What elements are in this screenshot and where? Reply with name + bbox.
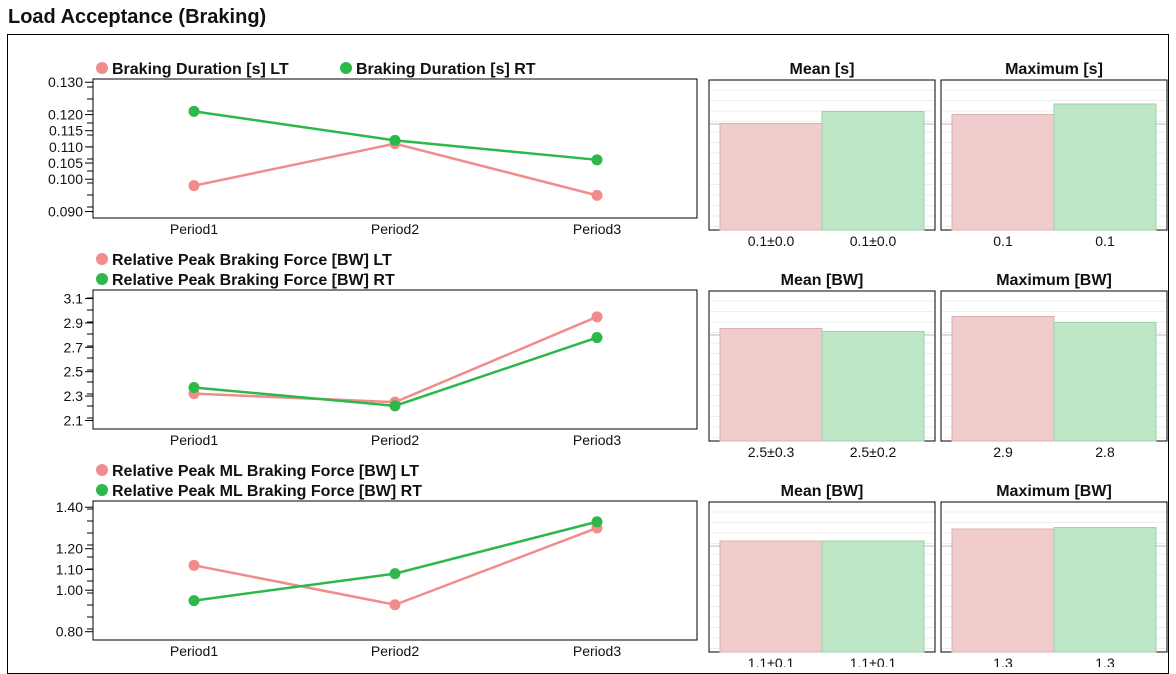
data-point-rt	[591, 516, 603, 528]
data-point-rt	[591, 154, 603, 166]
x-tick-label: Period2	[371, 432, 419, 448]
y-tick-label: 2.9	[64, 315, 84, 331]
y-tick-label: 1.40	[56, 499, 83, 515]
bar-panel-title: Maximum [BW]	[996, 272, 1112, 289]
data-point-lt	[188, 180, 200, 192]
y-tick-label: 0.100	[48, 171, 83, 187]
bar-panel-title: Maximum [BW]	[996, 483, 1112, 500]
bar-panel-title: Maximum [s]	[1005, 61, 1103, 78]
data-point-rt	[389, 400, 401, 412]
bar-rt	[1053, 527, 1157, 653]
x-tick-label: Period1	[170, 221, 218, 237]
bar-lt	[719, 123, 823, 231]
bar-rt	[1053, 322, 1157, 442]
bar-lt	[719, 540, 823, 653]
bar-panel-title: Mean [s]	[790, 61, 855, 78]
y-tick-label: 0.120	[48, 107, 83, 123]
data-point-rt	[591, 332, 603, 344]
legend-label: Relative Peak Braking Force [BW] LT	[112, 252, 392, 269]
legend-marker-lt	[96, 464, 108, 476]
y-tick-label: 2.7	[64, 339, 84, 355]
data-point-rt	[389, 134, 401, 146]
bar-rt	[821, 331, 925, 442]
data-point-lt	[591, 189, 603, 201]
x-tick-label: Period3	[573, 432, 621, 448]
bar-value-label: 2.9	[993, 444, 1013, 460]
legend-marker-lt	[96, 62, 108, 74]
legend-label: Braking Duration [s] LT	[112, 61, 289, 78]
data-point-lt	[389, 599, 401, 611]
bar-value-label: 0.1	[993, 233, 1013, 249]
bar-value-label: 1.1±0.1	[850, 655, 897, 667]
legend-label: Relative Peak ML Braking Force [BW] RT	[112, 483, 422, 500]
data-point-rt	[188, 595, 200, 607]
bar-lt	[719, 328, 823, 442]
bar-value-label: 1.1±0.1	[748, 655, 795, 667]
bar-value-label: 2.5±0.3	[748, 444, 795, 460]
y-tick-label: 0.115	[49, 123, 83, 139]
page-title: Load Acceptance (Braking)	[8, 6, 267, 28]
data-point-lt	[591, 311, 603, 323]
bar-value-label: 1.3	[993, 655, 1013, 667]
x-tick-label: Period1	[170, 643, 218, 659]
y-tick-label: 1.10	[56, 561, 83, 577]
bar-value-label: 2.5±0.2	[850, 444, 897, 460]
x-tick-label: Period3	[573, 643, 621, 659]
bar-lt	[951, 528, 1055, 653]
data-point-rt	[188, 382, 200, 394]
legend-label: Relative Peak ML Braking Force [BW] LT	[112, 463, 419, 480]
x-tick-label: Period2	[371, 643, 419, 659]
y-tick-label: 3.1	[64, 291, 84, 307]
y-tick-label: 1.00	[56, 582, 83, 598]
y-tick-label: 2.5	[64, 364, 84, 380]
x-tick-label: Period1	[170, 432, 218, 448]
y-tick-label: 0.130	[48, 74, 83, 90]
y-tick-label: 1.20	[56, 541, 83, 557]
data-point-lt	[188, 559, 200, 571]
y-tick-label: 0.110	[49, 139, 83, 155]
legend-marker-rt	[96, 484, 108, 496]
y-tick-label: 0.105	[48, 155, 83, 171]
bar-rt	[1053, 103, 1157, 231]
data-point-rt	[188, 105, 200, 117]
bar-value-label: 1.3	[1095, 655, 1115, 667]
bar-rt	[821, 111, 925, 231]
y-tick-label: 2.3	[64, 388, 84, 404]
legend-marker-lt	[96, 253, 108, 265]
bar-panel-title: Mean [BW]	[781, 272, 864, 289]
bar-lt	[951, 316, 1055, 442]
bar-value-label: 0.1±0.0	[748, 233, 795, 249]
legend-marker-rt	[340, 62, 352, 74]
x-tick-label: Period2	[371, 221, 419, 237]
bar-value-label: 0.1	[1095, 233, 1115, 249]
bar-value-label: 0.1±0.0	[850, 233, 897, 249]
y-tick-label: 2.1	[64, 412, 84, 428]
bar-lt	[951, 114, 1055, 231]
legend-label: Relative Peak Braking Force [BW] RT	[112, 272, 395, 289]
y-tick-label: 0.80	[56, 624, 83, 640]
data-point-rt	[389, 568, 401, 580]
legend-label: Braking Duration [s] RT	[356, 61, 536, 78]
x-tick-label: Period3	[573, 221, 621, 237]
bar-rt	[821, 540, 925, 653]
legend-marker-rt	[96, 273, 108, 285]
bar-value-label: 2.8	[1095, 444, 1115, 460]
bar-panel-title: Mean [BW]	[781, 483, 864, 500]
y-tick-label: 0.090	[48, 204, 83, 220]
